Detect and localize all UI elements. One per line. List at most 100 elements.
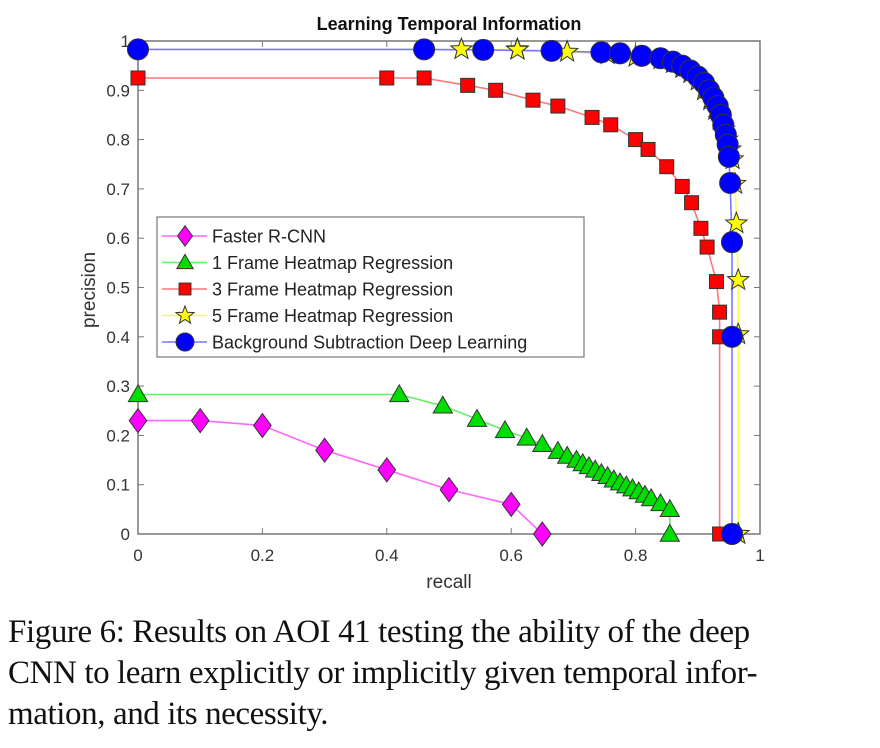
y-tick-label: 0.3 xyxy=(106,377,130,396)
y-tick-label: 0.8 xyxy=(106,131,130,150)
circle-marker xyxy=(719,171,742,195)
star-marker xyxy=(726,267,751,291)
legend-label: 3 Frame Heatmap Regression xyxy=(212,280,453,300)
y-tick-label: 0.7 xyxy=(106,180,130,199)
diamond-marker xyxy=(439,476,459,503)
square-marker xyxy=(674,178,690,194)
figure-caption: Figure 6: Results on AOI 41 testing the … xyxy=(8,612,876,735)
y-tick-label: 1 xyxy=(121,32,130,51)
circle-marker xyxy=(590,41,613,64)
legend-label: 1 Frame Heatmap Regression xyxy=(212,253,453,273)
star-marker xyxy=(724,210,749,234)
square-marker xyxy=(416,70,432,86)
square-marker xyxy=(603,117,619,133)
square-marker xyxy=(712,304,728,320)
diamond-marker xyxy=(501,491,521,518)
triangle-marker xyxy=(659,523,681,542)
y-tick-label: 0.5 xyxy=(106,279,130,298)
x-axis-label: recall xyxy=(426,572,471,593)
axis-ticks: 0 0.2 0.4 0.6 0.8 1 0 0.1 0.2 0.3 0.4 0.5 0.6 0.7 0.8 0… xyxy=(106,32,764,565)
diamond-marker xyxy=(315,437,335,464)
triangle-marker xyxy=(127,383,149,403)
diamond-legend-icon xyxy=(176,224,194,248)
chart-title: Learning Temporal Information xyxy=(317,14,582,34)
diamond-marker xyxy=(128,407,148,434)
triangle-legend-icon xyxy=(175,253,195,270)
triangle-marker xyxy=(531,433,553,452)
precision-recall-chart: Learning Temporal Information 0 0.2 0.4 0.6… xyxy=(79,14,765,593)
square-marker xyxy=(659,159,675,175)
circle-marker xyxy=(720,325,744,348)
caption-line-3: mation, and its necessity. xyxy=(8,696,329,732)
circle-marker xyxy=(472,38,495,61)
legend-item: 1 Frame Heatmap Regression xyxy=(162,253,453,273)
x-tick-label: 0.6 xyxy=(499,546,523,565)
square-marker xyxy=(684,195,700,211)
x-tick-label: 0.2 xyxy=(251,546,275,565)
diamond-marker xyxy=(252,412,272,439)
legend-item: Background Subtraction Deep Learning xyxy=(162,333,527,353)
square-marker xyxy=(640,141,656,157)
y-tick-label: 0.2 xyxy=(106,426,130,445)
circle-marker xyxy=(720,522,744,546)
triangle-marker xyxy=(650,492,671,512)
diamond-marker xyxy=(377,457,397,483)
square-marker xyxy=(525,92,541,108)
triangle-marker xyxy=(494,419,516,439)
square-legend-icon xyxy=(178,282,192,296)
triangle-marker xyxy=(516,427,538,446)
circle-marker xyxy=(540,39,563,62)
square-marker xyxy=(488,82,504,98)
legend: Faster R-CNN 1 Frame Heatmap Regression 3 … xyxy=(156,216,585,358)
legend-item: 3 Frame Heatmap Regression xyxy=(162,280,453,300)
markers-triangle xyxy=(127,383,681,542)
legend-label: Faster R-CNN xyxy=(212,227,326,247)
triangle-marker xyxy=(388,383,410,403)
y-axis-label: precision xyxy=(79,252,100,328)
y-tick-label: 0.6 xyxy=(106,229,130,248)
x-tick-label: 0 xyxy=(133,546,142,565)
y-tick-label: 0.4 xyxy=(106,328,130,347)
square-marker xyxy=(550,98,566,114)
diamond-marker xyxy=(190,407,210,434)
legend-label: 5 Frame Heatmap Regression xyxy=(212,306,453,326)
square-marker xyxy=(130,70,146,86)
star-marker xyxy=(449,36,474,60)
circle-marker xyxy=(717,145,740,168)
star-legend-icon xyxy=(174,304,196,325)
triangle-marker xyxy=(659,498,681,518)
star-marker xyxy=(505,37,530,61)
x-tick-label: 0.8 xyxy=(624,546,648,565)
legend-box xyxy=(156,216,585,358)
diamond-marker xyxy=(532,521,552,547)
legend-item: 5 Frame Heatmap Regression xyxy=(162,304,453,326)
circle-marker xyxy=(609,42,632,65)
square-marker xyxy=(379,70,395,86)
series-faster-r-cnn xyxy=(138,419,543,535)
square-marker xyxy=(628,132,644,148)
caption-line-2: CNN to learn explicitly or implicitly gi… xyxy=(8,655,758,691)
circle-marker xyxy=(630,44,653,67)
triangle-marker xyxy=(432,395,454,414)
y-tick-label: 0.9 xyxy=(106,81,130,100)
markers-square xyxy=(130,70,728,542)
circle-legend-icon xyxy=(175,332,195,352)
legend-label: Background Subtraction Deep Learning xyxy=(212,333,527,353)
x-tick-label: 0.4 xyxy=(375,546,399,565)
circle-marker xyxy=(720,231,744,254)
triangle-marker xyxy=(466,408,488,427)
caption-line-1: Figure 6: Results on AOI 41 testing the … xyxy=(8,614,750,650)
x-tick-label: 1 xyxy=(755,546,764,565)
square-marker xyxy=(699,239,715,255)
square-marker xyxy=(584,109,600,125)
data-series xyxy=(126,36,751,547)
square-marker xyxy=(693,220,709,236)
y-tick-label: 0 xyxy=(121,525,130,544)
y-tick-label: 0.1 xyxy=(106,476,130,495)
legend-item: Faster R-CNN xyxy=(162,224,326,248)
square-marker xyxy=(708,274,724,290)
markers-circle xyxy=(126,38,744,546)
circle-marker xyxy=(126,38,150,61)
markers-diamond xyxy=(128,407,552,547)
circle-marker xyxy=(413,38,436,61)
